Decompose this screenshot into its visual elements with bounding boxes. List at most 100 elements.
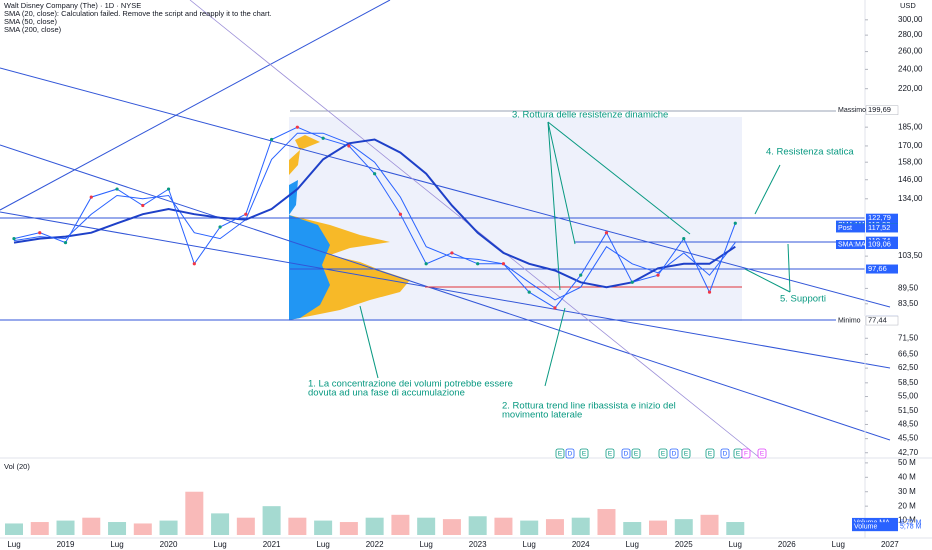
event-label: E	[582, 451, 587, 458]
event-label: E	[558, 451, 563, 458]
price-point	[373, 172, 377, 176]
volume-label: 5,78 M	[900, 524, 922, 531]
price-point	[476, 262, 480, 266]
volume-bar	[520, 520, 539, 535]
price-point	[115, 187, 119, 191]
volume-bar	[236, 517, 255, 535]
price-label-name: Massimo	[838, 107, 866, 114]
volume-tick-label: 30 M	[898, 487, 916, 496]
annotation: dovuta ad una fase di accumulazione	[308, 388, 465, 399]
chart-title: Walt Disney Company (The) · 1D · NYSE	[4, 1, 141, 10]
volume-bar	[597, 509, 616, 535]
price-label-name-box	[836, 105, 865, 115]
price-point	[450, 251, 454, 255]
arrow	[544, 307, 566, 387]
price-point	[604, 231, 609, 235]
arrow	[744, 268, 791, 293]
event-badge	[565, 448, 575, 459]
y-tick-label: 240,00	[898, 64, 923, 73]
volume-bar	[649, 520, 667, 535]
x-tick-label: Lug	[523, 540, 536, 549]
volume-bar	[674, 519, 693, 535]
x-tick-label: 2027	[881, 540, 899, 549]
y-tick-label: 58,50	[898, 378, 919, 387]
event-label: F	[744, 451, 748, 458]
y-tick-label: 300,00	[898, 15, 923, 24]
price-label-name-box	[836, 316, 865, 326]
event-label: E	[760, 451, 765, 458]
trend-lines	[0, 0, 891, 441]
y-tick-label: 45,50	[898, 434, 919, 443]
volume-bar	[211, 513, 230, 535]
x-tick-label: Lug	[729, 540, 742, 549]
indicator: SMA (20, close): Calculation failed. Rem…	[4, 9, 272, 18]
price-point	[682, 237, 686, 241]
event-badge	[720, 448, 730, 459]
arrow	[547, 121, 691, 235]
x-tick-label: 2024	[572, 540, 590, 549]
volume-bar	[417, 517, 436, 535]
price-label-box	[866, 264, 898, 274]
trend-line	[0, 0, 391, 211]
price-point	[218, 225, 222, 229]
volume-bar	[700, 514, 719, 535]
annotation: movimento laterale	[502, 410, 582, 421]
volume-bar	[30, 522, 49, 535]
price-point	[501, 262, 506, 266]
x-tick-label: Lug	[832, 540, 845, 549]
annotation: 2. Rottura trend line ribassista e inizi…	[502, 401, 676, 412]
event-badge	[681, 448, 691, 459]
price-point	[707, 290, 712, 294]
legend-entry: SMA (200, close)	[4, 25, 62, 34]
y-tick-label: 185,00	[898, 122, 923, 131]
x-tick-label: 2019	[57, 540, 75, 549]
annotation: 1. La concentrazione dei volumi potrebbe…	[308, 379, 513, 390]
volume-label-box	[852, 522, 898, 532]
y-tick-label: 220,00	[898, 84, 923, 93]
sma-line	[13, 138, 736, 289]
volume-bar	[365, 517, 384, 535]
sma-line	[13, 132, 736, 301]
volume-bar	[391, 514, 410, 535]
volume-bar	[159, 520, 178, 535]
price-label: 77,44	[868, 316, 887, 325]
arrow	[787, 243, 791, 293]
y-tick-label: 55,00	[898, 392, 919, 401]
x-tick-label: 2022	[366, 540, 384, 549]
price-label-name-box	[836, 240, 865, 250]
arrow	[547, 121, 561, 291]
x-tick-label: 2026	[778, 540, 796, 549]
y-tick-label: 62,50	[898, 363, 919, 372]
volume-tick-label: 10 M	[898, 516, 916, 525]
price-point	[347, 144, 351, 148]
y-tick-label: 83,50	[898, 299, 919, 308]
legend-entry: SMA (50, close)	[4, 17, 57, 26]
price-label: 122,79	[868, 213, 891, 222]
event-badge	[555, 448, 565, 459]
volume-bar	[185, 491, 204, 535]
y-tick-label: 280,00	[898, 30, 923, 39]
event-badge	[579, 448, 589, 459]
price-label-box	[866, 213, 898, 223]
price-point	[89, 195, 93, 199]
price-point	[38, 231, 42, 235]
x-tick-label: 2023	[469, 540, 487, 549]
volume-bar	[262, 506, 281, 535]
price-label-box	[865, 315, 899, 326]
price-point	[527, 290, 531, 294]
price-point	[295, 125, 299, 129]
event-label: D	[624, 451, 629, 458]
price-point	[733, 221, 737, 225]
volume-bar	[82, 517, 101, 535]
event-label: D	[568, 451, 573, 458]
event-badge	[741, 448, 751, 459]
arrow	[754, 164, 781, 215]
event-badge	[669, 448, 679, 459]
y-tick-label: 42,70	[898, 448, 919, 457]
volume-bar	[56, 520, 75, 535]
event-badge	[621, 448, 631, 459]
price-point	[166, 187, 171, 191]
y-tick-label: 71,50	[898, 333, 919, 342]
price-point	[398, 212, 402, 216]
